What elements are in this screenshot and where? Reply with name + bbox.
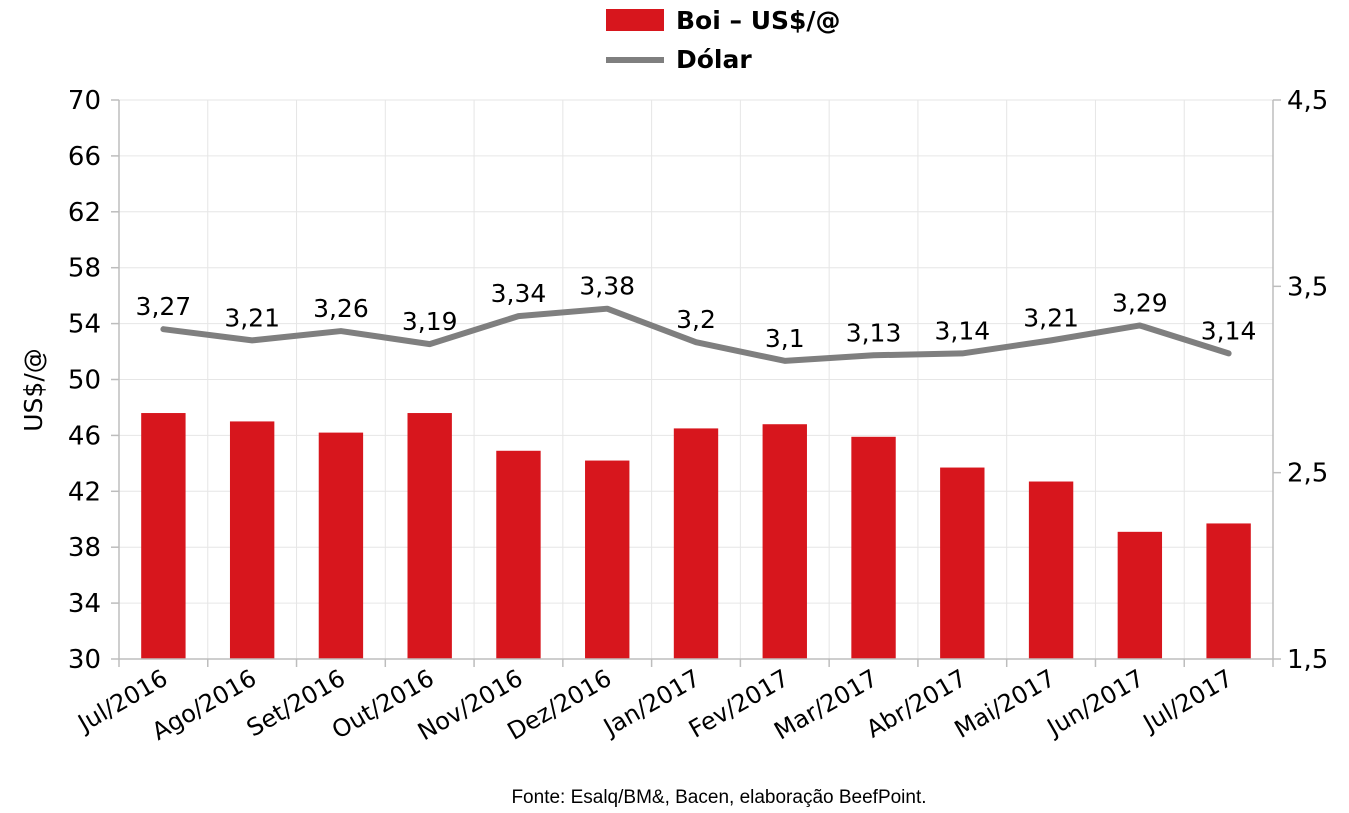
- data-label: 3,27: [136, 292, 192, 321]
- y2-tick-label: 1,5: [1287, 645, 1328, 675]
- y-tick-label: 50: [68, 366, 101, 396]
- line-point: [1228, 352, 1230, 354]
- y-tick-label: 66: [68, 142, 101, 172]
- line-point: [695, 341, 697, 343]
- legend-label-boi: Boi – US$/@: [676, 6, 841, 35]
- bar: [141, 413, 186, 659]
- source-note: Fonte: Esalq/BM&, Bacen, elaboração Beef…: [511, 787, 926, 808]
- y-tick-label: 54: [68, 310, 101, 340]
- line-point: [961, 352, 963, 354]
- line-point: [606, 308, 608, 310]
- data-label: 3,21: [1023, 303, 1079, 332]
- line-point: [784, 360, 786, 362]
- line-point: [1050, 339, 1052, 341]
- x-tick-label: Jul/2017: [1137, 664, 1238, 738]
- x-tick-label: Jan/2017: [597, 664, 705, 742]
- line-point: [1139, 324, 1141, 326]
- y-tick-label: 38: [68, 533, 101, 563]
- data-label: 3,19: [402, 307, 458, 336]
- bar: [940, 467, 985, 659]
- data-label: 3,13: [846, 318, 902, 347]
- data-label: 3,2: [676, 305, 716, 334]
- data-label: 3,14: [934, 316, 990, 345]
- bar: [496, 450, 541, 659]
- data-label: 3,38: [579, 272, 635, 301]
- legend-swatch-boi: [606, 9, 664, 31]
- bar: [851, 436, 896, 659]
- line-point: [251, 339, 253, 341]
- data-labels: 3,27 3,21 3,26 3,19 3,34 3,38 3,2 3,1 3,13 3,14 3,…: [136, 272, 1257, 353]
- legend: Boi – US$/@ Dólar: [606, 6, 841, 74]
- y2-tick-label: 2,5: [1287, 459, 1328, 489]
- y-tick-label: 30: [68, 645, 101, 675]
- line-point: [162, 328, 164, 330]
- data-label: 3,29: [1112, 288, 1168, 317]
- y2-tick-label: 3,5: [1287, 272, 1328, 302]
- legend-label-dolar: Dólar: [676, 45, 752, 74]
- bar: [1028, 481, 1074, 659]
- y-tick-label: 42: [68, 477, 101, 507]
- y-tick-label: 34: [68, 589, 101, 619]
- x-tick-label: Mai/2017: [950, 664, 1060, 744]
- bar: [1206, 523, 1251, 659]
- bar: [407, 413, 452, 659]
- bar: [585, 460, 630, 659]
- data-label: 3,34: [491, 279, 547, 308]
- data-label: 3,1: [765, 324, 805, 353]
- line-point: [429, 343, 431, 345]
- bar: [673, 428, 719, 659]
- line-series: [160, 305, 1232, 364]
- data-label: 3,14: [1201, 316, 1257, 345]
- data-label: 3,21: [224, 303, 280, 332]
- line-point: [340, 330, 342, 332]
- line-point: [873, 354, 875, 356]
- bar: [318, 432, 364, 659]
- x-tick-label: Jun/2017: [1041, 664, 1149, 743]
- bar-series: [141, 413, 1251, 659]
- bar: [762, 424, 807, 659]
- data-label: 3,26: [313, 294, 369, 323]
- line-point: [517, 315, 519, 317]
- y-tick-label: 46: [68, 421, 101, 451]
- y-tick-label: 70: [68, 86, 101, 116]
- y-tick-label: 62: [68, 198, 101, 228]
- y-tick-label: 58: [68, 254, 101, 284]
- bar: [1117, 531, 1163, 659]
- x-tick-label: Abr/2017: [861, 664, 971, 744]
- bar: [229, 421, 275, 659]
- y2-tick-label: 4,5: [1287, 86, 1328, 116]
- y-axis-title: US$/@: [19, 348, 48, 432]
